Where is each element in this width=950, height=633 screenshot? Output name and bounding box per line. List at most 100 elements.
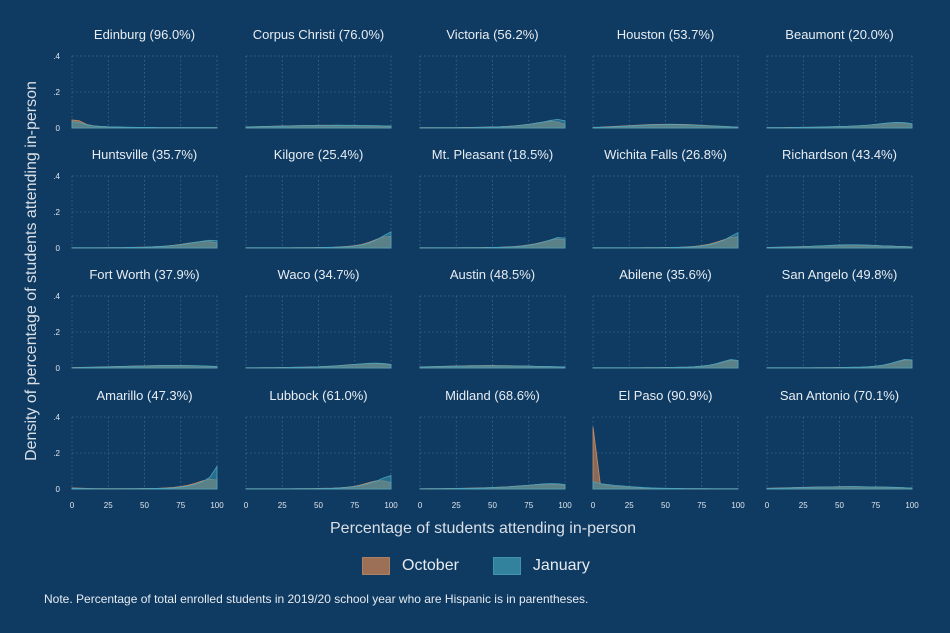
panel: Victoria (56.2%) (419, 27, 566, 129)
y-tick-label: .2 (53, 88, 60, 97)
density-area-january (71, 121, 218, 129)
density-area-january (71, 465, 218, 490)
x-tick-label: 75 (176, 501, 185, 510)
y-tick-label: 0 (56, 124, 61, 133)
panel: Beaumont (20.0%) (766, 27, 913, 129)
legend: October January (362, 555, 624, 577)
panel: Austin (48.5%) (419, 267, 566, 369)
density-area-january (71, 365, 218, 369)
density-area-january (71, 239, 218, 249)
y-tick-label: 0 (56, 485, 61, 494)
panel-title: El Paso (90.9%) (619, 388, 713, 403)
x-tick-label: 0 (244, 501, 249, 510)
panel: Abilene (35.6%) (592, 267, 739, 369)
legend-swatch-october (362, 557, 390, 575)
panel: Midland (68.6%) 0 25 50 75 100 (418, 388, 572, 510)
legend-swatch-january (492, 557, 521, 575)
legend-label-january: January (532, 557, 590, 574)
y-tick-label: 0 (56, 244, 61, 253)
panel-title: Fort Worth (37.9%) (89, 267, 199, 282)
x-tick-label: 100 (384, 501, 398, 510)
panel-title: Corpus Christi (76.0%) (253, 27, 385, 42)
density-area-january (245, 362, 392, 369)
panel: El Paso (90.9%) 0 25 50 75 100 (591, 388, 745, 510)
panel-title: Beaumont (20.0%) (785, 27, 893, 42)
density-area-january (592, 359, 739, 369)
density-area-january (419, 118, 566, 129)
panel: Lubbock (61.0%) 0 25 50 75 100 (244, 388, 398, 510)
y-tick-label: .2 (53, 208, 60, 217)
density-area-january (766, 244, 913, 249)
panel: Houston (53.7%) (592, 27, 739, 129)
x-tick-label: 25 (799, 501, 808, 510)
panel: Fort Worth (37.9%) 0 .2 .4 (53, 267, 218, 373)
y-tick-label: .4 (53, 292, 60, 301)
density-area-january (766, 122, 913, 129)
panel-title: Waco (34.7%) (278, 267, 360, 282)
x-tick-label: 50 (661, 501, 670, 510)
y-tick-label: .4 (53, 172, 60, 181)
panel-title: Edinburg (96.0%) (94, 27, 195, 42)
legend-item-january: January (492, 557, 590, 575)
x-tick-label: 25 (625, 501, 634, 510)
density-area-january (245, 124, 392, 129)
y-tick-label: 0 (56, 364, 61, 373)
footnote: Note. Percentage of total enrolled stude… (44, 592, 589, 606)
panel-title: San Angelo (49.8%) (782, 267, 898, 282)
x-tick-label: 100 (210, 501, 224, 510)
panel: Wichita Falls (26.8%) (592, 147, 739, 249)
panel: Corpus Christi (76.0%) (245, 27, 392, 129)
panel-title: Richardson (43.4%) (782, 147, 897, 162)
density-area-january (245, 231, 392, 249)
density-area-january (419, 365, 566, 369)
density-area-january (245, 474, 392, 490)
density-area-january (592, 481, 739, 490)
panel-title: Amarillo (47.3%) (96, 388, 192, 403)
y-tick-label: .2 (53, 449, 60, 458)
density-area-january (419, 483, 566, 490)
density-area-january (766, 358, 913, 369)
panel: San Angelo (49.8%) (766, 267, 913, 369)
legend-item-october: October (362, 557, 459, 575)
x-tick-label: 75 (697, 501, 706, 510)
x-tick-label: 0 (765, 501, 770, 510)
panel: San Antonio (70.1%) 0 25 50 75 100 (765, 388, 919, 510)
panel: Kilgore (25.4%) (245, 147, 392, 249)
x-tick-label: 100 (905, 501, 919, 510)
x-tick-label: 75 (524, 501, 533, 510)
x-tick-label: 75 (871, 501, 880, 510)
x-tick-label: 50 (488, 501, 497, 510)
x-tick-label: 0 (418, 501, 423, 510)
x-axis-label: Percentage of students attending in-pers… (330, 520, 636, 537)
x-tick-label: 100 (731, 501, 745, 510)
panel-title: Austin (48.5%) (450, 267, 535, 282)
density-area-january (592, 124, 739, 129)
panel-title: Abilene (35.6%) (619, 267, 712, 282)
x-tick-label: 0 (591, 501, 596, 510)
panel-title: Victoria (56.2%) (446, 27, 538, 42)
legend-label-october: October (402, 557, 459, 574)
panel-title: Wichita Falls (26.8%) (604, 147, 727, 162)
x-tick-label: 50 (314, 501, 323, 510)
y-tick-label: .2 (53, 328, 60, 337)
x-tick-label: 25 (278, 501, 287, 510)
x-tick-label: 25 (452, 501, 461, 510)
x-tick-label: 0 (70, 501, 75, 510)
density-area-january (766, 486, 913, 490)
x-tick-label: 50 (835, 501, 844, 510)
panel: Amarillo (47.3%) 0 .2 .4 0 25 50 75 100 (53, 388, 224, 510)
panel-title: Lubbock (61.0%) (269, 388, 367, 403)
density-area-january (419, 237, 566, 249)
panel-title: Mt. Pleasant (18.5%) (432, 147, 553, 162)
x-tick-label: 100 (558, 501, 572, 510)
panel: Edinburg (96.0%) 0 .2 .4 (53, 27, 218, 133)
y-axis-label: Density of percentage of students attend… (23, 81, 40, 461)
density-area-january (592, 232, 739, 249)
x-tick-label: 50 (140, 501, 149, 510)
panel: Huntsville (35.7%) 0 .2 .4 (53, 147, 218, 253)
panel: Richardson (43.4%) (766, 147, 913, 249)
x-tick-label: 25 (104, 501, 113, 510)
y-tick-label: .4 (53, 413, 60, 422)
